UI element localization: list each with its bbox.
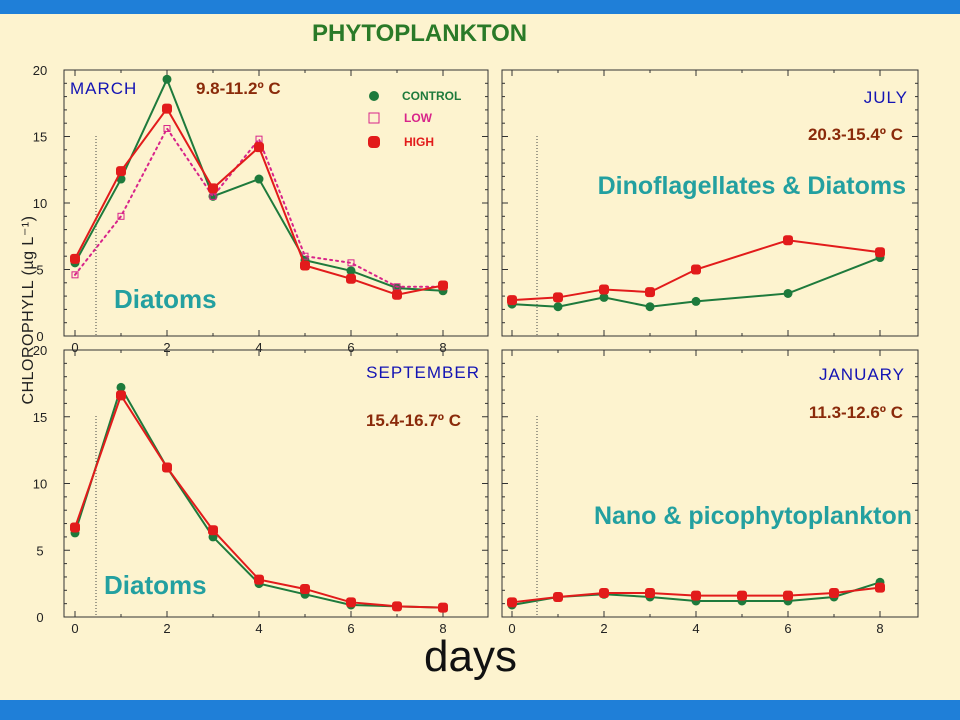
point-high <box>553 292 563 303</box>
point-high <box>70 522 80 533</box>
point-control <box>783 288 793 298</box>
point-high <box>346 273 356 284</box>
point-high <box>645 587 655 598</box>
point-high <box>599 284 609 295</box>
panel-temperature-label: 15.4-16.7º C <box>366 411 461 430</box>
series-line-control <box>74 76 444 292</box>
legend-marker-low <box>368 112 380 124</box>
x-tick-label: 0 <box>71 340 78 355</box>
point-high <box>599 587 609 598</box>
x-tick-label: 4 <box>255 340 262 355</box>
panel-month-label: MARCH <box>70 79 137 98</box>
x-tick-label: 8 <box>876 621 883 636</box>
y-tick-label: 15 <box>33 410 47 425</box>
panel-temperature-label: 9.8-11.2º C <box>196 79 281 98</box>
point-high <box>553 591 563 602</box>
x-tick-label: 2 <box>163 621 170 636</box>
slide-background <box>0 14 960 700</box>
bottom-border <box>0 700 960 720</box>
point-high <box>507 295 517 306</box>
point-control <box>254 174 264 184</box>
panel-month-label: JANUARY <box>819 365 905 384</box>
point-high <box>208 525 218 536</box>
y-tick-label: 15 <box>33 130 47 145</box>
x-tick-label: 2 <box>163 340 170 355</box>
point-low <box>347 259 355 267</box>
point-high <box>392 601 402 612</box>
point-low <box>71 271 79 279</box>
x-tick-label: 8 <box>439 621 446 636</box>
panel-frame <box>501 349 919 618</box>
y-tick-label: 20 <box>33 343 47 358</box>
point-high <box>254 574 264 585</box>
point-high <box>783 590 793 601</box>
point-high <box>346 597 356 608</box>
x-tick-label: 0 <box>508 621 515 636</box>
legend-label-control: CONTROL <box>402 89 461 103</box>
point-high <box>691 590 701 601</box>
panel-group-annotation: Dinoflagellates & Diatoms <box>598 172 906 200</box>
point-high <box>875 582 885 593</box>
chart-title: PHYTOPLANKTON <box>312 20 528 47</box>
point-control <box>599 292 609 302</box>
panel-month-label: SEPTEMBER <box>366 363 480 382</box>
legend-label-low: LOW <box>404 111 433 125</box>
point-high <box>691 264 701 275</box>
point-control <box>162 74 172 84</box>
x-tick-label: 8 <box>439 340 446 355</box>
point-high <box>875 247 885 258</box>
x-tick-label: 6 <box>784 621 791 636</box>
panel-group-annotation: Diatoms <box>104 570 207 600</box>
x-tick-label: 2 <box>600 621 607 636</box>
x-tick-label: 6 <box>347 621 354 636</box>
x-tick-label: 4 <box>692 621 699 636</box>
point-high <box>208 183 218 194</box>
point-low <box>163 125 171 133</box>
point-high <box>392 289 402 300</box>
point-control <box>645 302 655 312</box>
point-control <box>553 302 563 312</box>
legend-label-high: HIGH <box>404 135 434 149</box>
y-tick-label: 5 <box>36 263 43 278</box>
panel-group-annotation: Nano & picophytoplankton <box>594 502 912 530</box>
point-control <box>116 382 126 392</box>
point-high <box>507 597 517 608</box>
panel-temperature-label: 20.3-15.4º C <box>808 125 903 144</box>
point-high <box>737 590 747 601</box>
point-high <box>254 142 264 153</box>
panel-temperature-label: 11.3-12.6º C <box>809 403 903 422</box>
panel-month-label: JULY <box>864 88 908 107</box>
x-tick-label: 4 <box>255 621 262 636</box>
y-tick-label: 5 <box>36 543 43 558</box>
legend-marker-high <box>368 136 380 148</box>
point-high <box>829 587 839 598</box>
point-high <box>645 287 655 298</box>
legend-marker-control <box>369 91 379 101</box>
point-high <box>70 253 80 264</box>
point-high <box>438 602 448 613</box>
point-control <box>691 296 701 306</box>
point-high <box>162 103 172 114</box>
panel-group-annotation: Diatoms <box>114 284 217 314</box>
y-tick-label: 20 <box>33 63 47 78</box>
y-tick-label: 0 <box>36 329 43 344</box>
point-high <box>783 235 793 246</box>
point-high <box>162 462 172 473</box>
point-low <box>117 212 125 220</box>
point-high <box>116 166 126 177</box>
y-tick-label: 10 <box>33 477 47 492</box>
point-high <box>116 390 126 401</box>
y-tick-label: 10 <box>33 196 47 211</box>
x-axis-label: days <box>424 632 517 681</box>
y-tick-label: 0 <box>36 610 43 625</box>
point-high <box>438 280 448 291</box>
x-tick-label: 6 <box>347 340 354 355</box>
point-control <box>346 266 356 276</box>
top-border <box>0 0 960 14</box>
x-tick-label: 0 <box>71 621 78 636</box>
point-high <box>300 260 310 271</box>
point-high <box>300 583 310 594</box>
series-line-low <box>74 126 444 288</box>
